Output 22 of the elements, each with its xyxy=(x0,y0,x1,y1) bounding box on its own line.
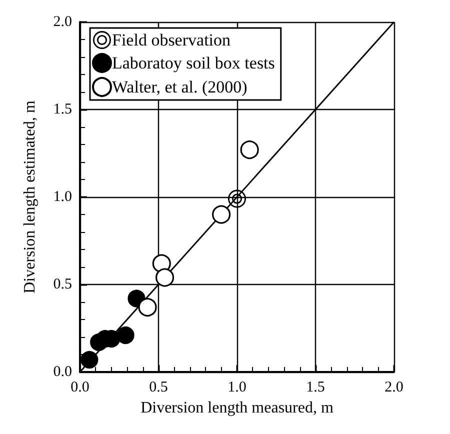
point xyxy=(138,298,157,317)
legend-label: Laboratoy soil box tests xyxy=(112,54,275,72)
x-tick-label: 1.0 xyxy=(228,380,246,396)
legend-label: Field observation xyxy=(112,30,232,50)
y-tick-label: 2.0 xyxy=(53,14,72,30)
y-tick-label: 0.0 xyxy=(53,364,72,380)
y-tick-label: 0.5 xyxy=(53,276,72,292)
point xyxy=(80,350,98,369)
y-axis-title: Diversion length estimated, m xyxy=(22,100,38,294)
y-tick-label: 1.0 xyxy=(53,189,72,205)
legend-label: Walter, et al. (2000) xyxy=(112,78,248,96)
x-tick-label: 2.0 xyxy=(384,380,404,396)
point xyxy=(240,140,259,160)
x-tick-label: 0.0 xyxy=(70,380,90,396)
x-axis-title: Diversion length measured, m xyxy=(140,399,334,416)
y-tick-label: 1.5 xyxy=(53,102,72,118)
point xyxy=(116,326,134,344)
x-tick-label: 0.5 xyxy=(149,380,168,396)
point xyxy=(228,190,246,208)
x-tick-label: 1.5 xyxy=(306,380,325,396)
point xyxy=(155,268,174,287)
point xyxy=(212,205,231,224)
